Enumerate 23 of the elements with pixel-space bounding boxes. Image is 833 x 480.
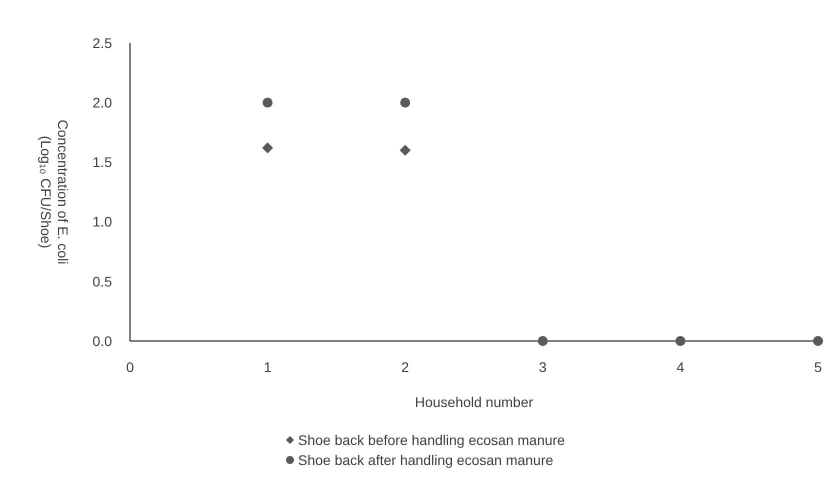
y-tick-label: 1.5 bbox=[92, 154, 112, 170]
point bbox=[262, 142, 274, 154]
point bbox=[675, 336, 686, 346]
y-tick-label: 0.0 bbox=[92, 332, 112, 349]
legend-label: Shoe back before handling ecosan manure bbox=[298, 432, 566, 448]
y-tick-label: 2.0 bbox=[92, 94, 112, 110]
y-tick-label: 0.5 bbox=[92, 273, 112, 290]
x-tick-label: 2 bbox=[401, 359, 410, 375]
legend-label: Shoe back after handling ecosan manure bbox=[298, 452, 554, 468]
point bbox=[538, 336, 548, 346]
x-tick-label: 0 bbox=[126, 359, 134, 375]
point bbox=[813, 336, 823, 346]
point bbox=[400, 144, 411, 156]
point bbox=[262, 98, 273, 108]
x-tick-label: 5 bbox=[814, 359, 822, 375]
x-tick-label: 3 bbox=[538, 359, 547, 375]
x-tick-label: 4 bbox=[676, 359, 684, 375]
point bbox=[400, 98, 410, 108]
x-axis-title: Household number bbox=[414, 394, 534, 410]
y-tick-label: 1.0 bbox=[92, 214, 112, 230]
y-axis-title: Concentration of E. coli (Log₁₀ CFU/Shoe) bbox=[38, 120, 71, 264]
y-tick-label: 2.5 bbox=[92, 34, 112, 51]
x-tick-label: 1 bbox=[264, 359, 272, 375]
